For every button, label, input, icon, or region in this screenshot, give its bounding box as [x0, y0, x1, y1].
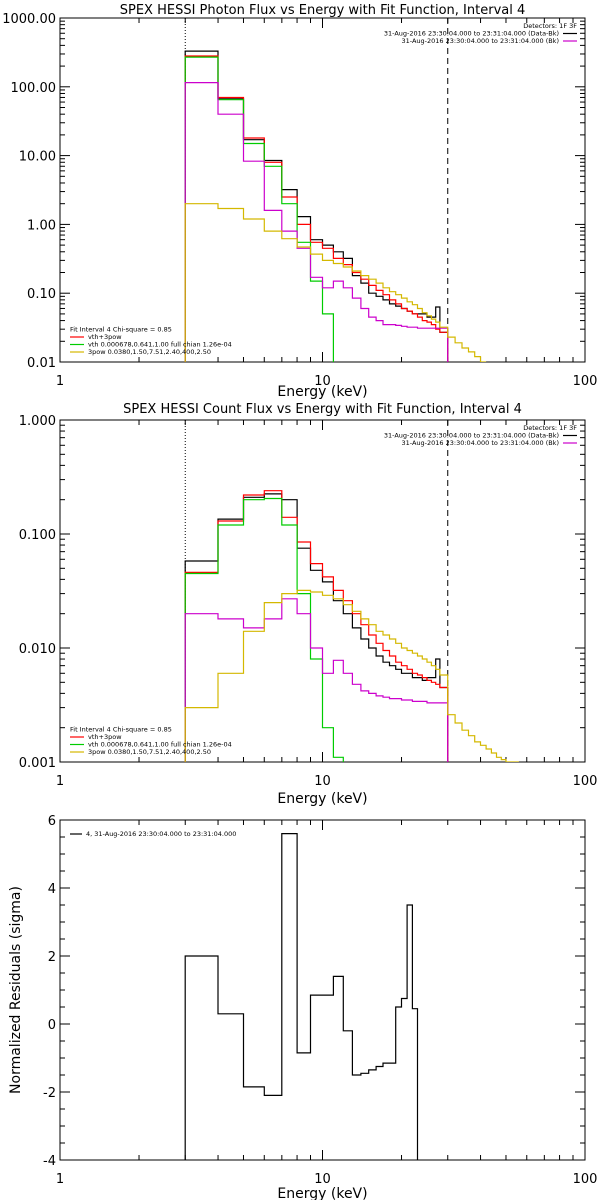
x-tick-label: 100	[573, 774, 598, 789]
y-tick-label: 0.01	[27, 356, 56, 371]
chart-title: SPEX HESSI Count Flux vs Energy with Fit…	[123, 402, 522, 417]
y-tick-label: 1000.00	[2, 12, 56, 27]
legend-entry: vth+3pow	[88, 733, 122, 741]
panel-3: 1 10 100 -4 -2 0 2 4 6 Energy (keV) Normalized Res…	[8, 814, 597, 1200]
plot-frame	[59, 819, 586, 1161]
legend-entry: vth 0.000678,0.641,1.00 full chian 1.26e…	[88, 741, 232, 749]
x-tick-label: 10	[314, 374, 331, 389]
x-tick-label: 10	[314, 1172, 331, 1187]
y-tick-label: 0.010	[19, 642, 56, 657]
series-line-3	[184, 56, 334, 362]
y-tick-label: 1.00	[27, 218, 56, 233]
legend-entry: Detectors: 1F 3F	[523, 22, 577, 30]
series-line-1	[184, 493, 449, 762]
series-line-1	[184, 833, 419, 1160]
series-line-4	[184, 598, 449, 762]
chart-title: SPEX HESSI Photon Flux vs Energy with Fi…	[120, 3, 526, 18]
y-tick-label: 6	[48, 814, 56, 829]
x-tick-label: 100	[573, 1172, 598, 1187]
legend-entry: Fit Interval 4 Chi-square = 0.85	[70, 326, 172, 334]
y-tick-label: 2	[48, 950, 56, 965]
y-tick-label: 0.001	[19, 756, 56, 771]
y-tick-label: -2	[43, 1086, 56, 1101]
y-axis-label: Normalized Residuals (sigma)	[8, 886, 24, 1094]
x-axis-label: Energy (keV)	[277, 1186, 367, 1200]
x-tick-label: 1	[56, 1172, 64, 1187]
legend-entry: 31-Aug-2016 23:30:04.000 to 23:31:04.000…	[402, 439, 559, 447]
legend-entry: 31-Aug-2016 23:30:04.000 to 23:31:04.000…	[384, 432, 559, 440]
legend-entry: 31-Aug-2016 23:30:04.000 to 23:31:04.000…	[384, 30, 559, 38]
legend-entry: 3pow 0.0380,1.50,7.51,2.40,400,2.50	[88, 748, 211, 756]
legend-entry: Detectors: 1F 3F	[523, 424, 577, 432]
y-tick-label: 4	[48, 882, 56, 897]
y-tick-label: 10.00	[19, 150, 56, 165]
x-axis-label: Energy (keV)	[277, 384, 367, 400]
y-tick-label: 100.00	[11, 81, 57, 96]
legend-entry: Fit Interval 4 Chi-square = 0.85	[70, 726, 172, 734]
x-tick-label: 1	[56, 374, 64, 389]
panel-2: SPEX HESSI Count Flux vs Energy with Fit…	[19, 402, 598, 807]
series-line-2	[184, 490, 449, 762]
series-line-5	[184, 203, 487, 362]
series-line-3	[184, 497, 344, 762]
series-line-5	[184, 589, 519, 762]
legend-entry: 3pow 0.0380,1.50,7.51,2.40,400,2.50	[88, 348, 211, 356]
y-tick-label: 0.100	[19, 528, 56, 543]
y-tick-label: 0.10	[27, 287, 56, 302]
panel-1: SPEX HESSI Photon Flux vs Energy with Fi…	[2, 3, 597, 400]
legend-entry: 4, 31-Aug-2016 23:30:04.000 to 23:31:04.…	[86, 830, 236, 838]
x-tick-label: 10	[314, 774, 331, 789]
x-axis-label: Energy (keV)	[277, 791, 367, 807]
x-tick-label: 100	[573, 374, 598, 389]
legend-entry: vth 0.000678,0.641,1.00 full chian 1.26e…	[88, 341, 232, 349]
legend-entry: vth+3pow	[88, 333, 122, 341]
y-tick-label: 1.000	[19, 414, 56, 429]
legend-entry: 31-Aug-2016 23:30:04.000 to 23:31:04.000…	[402, 37, 559, 45]
x-tick-label: 1	[56, 774, 64, 789]
series-line-4	[184, 82, 449, 362]
y-tick-label: 0	[48, 1018, 56, 1033]
y-tick-label: -4	[43, 1154, 56, 1169]
